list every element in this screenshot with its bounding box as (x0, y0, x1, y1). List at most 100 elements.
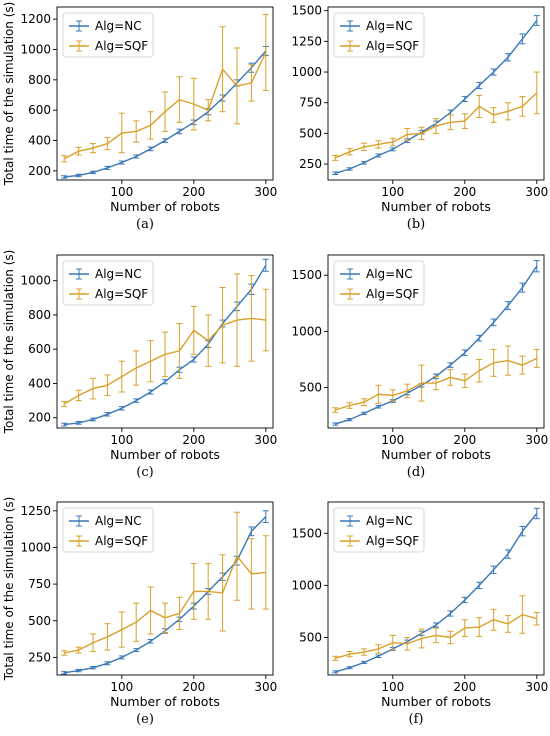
series-alg-sqf (61, 511, 269, 656)
x-tick-label: 200 (182, 680, 205, 694)
legend-label: Alg=SQF (366, 534, 419, 548)
y-tick-label: 600 (28, 342, 51, 356)
x-tick-label: 200 (453, 185, 476, 199)
y-tick-label: 500 (28, 614, 51, 628)
legend-label: Alg=SQF (95, 287, 148, 301)
plot-frame (56, 501, 274, 676)
legend-label: Alg=NC (95, 19, 142, 33)
series-line (335, 513, 538, 673)
x-tick-label: 300 (254, 185, 277, 199)
plot-frame (327, 254, 545, 429)
y-tick-label: 1200 (20, 12, 51, 26)
y-tick-label: 1000 (20, 42, 51, 56)
series-line (64, 50, 267, 178)
x-axis-label: Number of robots (110, 447, 220, 462)
x-tick-label: 100 (110, 433, 133, 447)
series-line (64, 264, 267, 426)
y-axis-label: Total time of the simulation (s) (2, 2, 16, 187)
y-tick-label: 200 (28, 164, 51, 178)
y-tick-label: 1000 (291, 324, 322, 338)
chart-panel-e: 100 200 300 250 500 750 1000 1250 Number of robo… (2, 497, 277, 727)
chart-panel-f: 100 200 300 500 1000 1500 Number of robots Alg=… (291, 501, 548, 727)
y-tick-label: 1250 (20, 504, 51, 518)
series-line (63, 52, 267, 160)
series-line (334, 357, 538, 411)
chart-panel-d: 100 200 300 500 1000 1500 Number of robots Alg=… (291, 254, 548, 480)
series-line (334, 92, 538, 159)
y-tick-label: 200 (28, 411, 51, 425)
x-tick-label: 100 (381, 680, 404, 694)
x-axis-label: Number of robots (381, 447, 491, 462)
chart-panel-b: 100 200 300 250 500 750 1000 1250 1500 Number of … (291, 4, 548, 232)
y-tick-label: 1500 (291, 4, 322, 18)
x-axis-label: Number of robots (381, 694, 491, 709)
panel-label: (c) (136, 465, 153, 480)
legend: Alg=NC Alg=SQF (62, 260, 154, 306)
y-tick-label: 250 (28, 650, 51, 664)
y-tick-label: 1500 (291, 526, 322, 540)
x-tick-label: 300 (254, 680, 277, 694)
x-tick-label: 100 (110, 185, 133, 199)
legend-label: Alg=NC (366, 19, 413, 33)
x-axis-label: Number of robots (110, 199, 220, 214)
plot-frame (56, 6, 274, 181)
panel-label: (d) (407, 465, 425, 480)
series-alg-sqf (61, 273, 269, 408)
chart-panel-c: 100 200 300 200 400 600 800 1000 Number of robot… (2, 250, 277, 480)
x-tick-label: 300 (525, 185, 548, 199)
x-tick-label: 300 (254, 433, 277, 447)
y-axis-label: Total time of the simulation (s) (2, 250, 16, 435)
chart-panel-a: 100 200 300 200 400 600 800 1000 1200 Number of r… (2, 2, 277, 232)
y-tick-label: 250 (299, 157, 322, 171)
series-alg-sqf (332, 71, 540, 161)
plot-frame (56, 254, 274, 429)
y-tick-label: 750 (28, 577, 51, 591)
y-tick-label: 500 (299, 381, 322, 395)
y-tick-label: 1000 (291, 65, 322, 79)
series-alg-sqf (332, 345, 540, 413)
series-line (64, 554, 266, 654)
legend: Alg=NC Alg=SQF (62, 507, 154, 553)
panel-label: (a) (136, 217, 154, 232)
legend-label: Alg=NC (366, 267, 413, 281)
y-tick-label: 1250 (291, 34, 322, 48)
y-tick-label: 500 (299, 630, 322, 644)
y-tick-label: 750 (299, 96, 322, 110)
series-alg-sqf (332, 595, 540, 661)
x-axis-label: Number of robots (381, 199, 491, 214)
y-axis-label: Total time of the simulation (s) (2, 497, 16, 682)
legend-label: Alg=SQF (95, 534, 148, 548)
x-tick-label: 300 (525, 433, 548, 447)
plot-frame (327, 501, 545, 676)
x-tick-label: 200 (453, 680, 476, 694)
y-tick-label: 400 (28, 134, 51, 148)
y-tick-label: 1000 (291, 578, 322, 592)
x-axis-label: Number of robots (110, 694, 220, 709)
x-tick-label: 200 (182, 433, 205, 447)
legend: Alg=NC Alg=SQF (333, 12, 425, 58)
series-line (335, 613, 537, 659)
y-tick-label: 1000 (20, 540, 51, 554)
y-tick-label: 1500 (291, 268, 322, 282)
series-alg-sqf (61, 14, 269, 163)
plot-frame (327, 6, 545, 181)
x-tick-label: 300 (525, 680, 548, 694)
x-tick-label: 100 (381, 185, 404, 199)
panel-label: (b) (407, 217, 425, 232)
y-tick-label: 800 (28, 308, 51, 322)
x-tick-label: 200 (453, 433, 476, 447)
legend-label: Alg=SQF (95, 39, 148, 53)
y-tick-label: 600 (28, 103, 51, 117)
legend-label: Alg=NC (95, 514, 142, 528)
panel-label: (f) (409, 712, 424, 727)
x-tick-label: 100 (110, 680, 133, 694)
x-tick-label: 100 (381, 433, 404, 447)
y-tick-label: 400 (28, 376, 51, 390)
legend: Alg=NC Alg=SQF (333, 260, 425, 306)
legend-label: Alg=SQF (366, 287, 419, 301)
panel-label: (e) (136, 712, 154, 727)
y-tick-label: 1000 (20, 274, 51, 288)
y-tick-label: 800 (28, 73, 51, 87)
series-line (63, 317, 266, 405)
